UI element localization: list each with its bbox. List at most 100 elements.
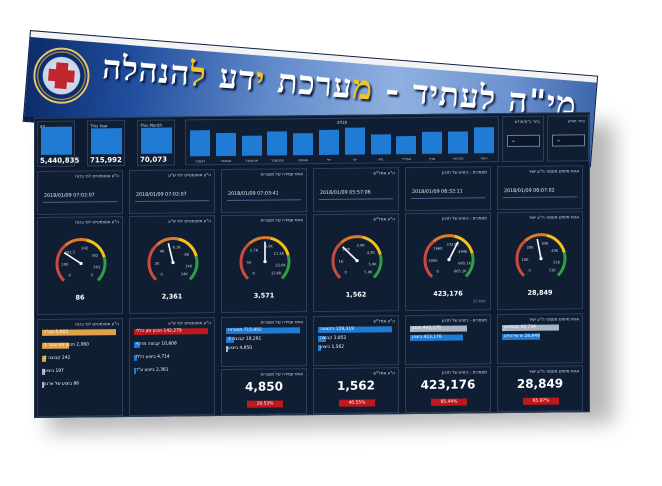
breakdown-text: 443,376 תכנון [412,325,441,332]
gauge-arc [86,238,106,258]
kpi-bar [91,128,122,155]
panel-title: אחוז עמידה של מסגרות [260,217,303,223]
total-value: 1,562 [337,378,375,393]
breakdown-row[interactable]: 2,060 תכנון זמן עבור 1 [42,342,118,351]
month-label: יולי [326,157,332,162]
total-card[interactable]: מסמכים - ביצוע של תכנון 423,176 95.44% [405,366,491,414]
select-month[interactable]: בחר חודש ⌄ [547,115,589,162]
underline [503,196,577,199]
gauge-hub [355,259,359,263]
breakdown-row[interactable]: 3,852 קבוצה [318,335,394,344]
breakdown-text: 142,279 תכנון זמן כללי [136,328,182,334]
kpi-this-month[interactable]: This Month 70,073 [137,119,175,166]
total-card[interactable]: ה"ע אמל"ש 1,562 40.55% [313,367,399,415]
breakdown-text: 2,361 ביצוע ע"ד [136,367,169,373]
gauge-arc [524,233,547,242]
panel-title: אחוז מימוש מסמכי ה"ע ישיר [528,168,579,174]
gauge-arc [454,234,474,254]
gauge-arc [147,243,159,281]
month-bar[interactable] [215,133,236,157]
kpi-this-year[interactable]: This Year 715,992 [87,120,125,167]
total-card[interactable]: אחוז עמידה של מסגרות 4,850 28.53% [221,368,307,416]
title-part: דע [205,55,258,99]
breakdown-panel: ה"ע אוטומטיים לפי ש"ע 142,279 תכנון זמן כ… [129,317,215,417]
gauge-panel[interactable]: מסמכים - ביצוע של תכנון 0 100K 166K 332.8K 49… [405,212,491,312]
breakdown-row[interactable]: 423,176 ביצוע [410,334,486,343]
gauge-panel[interactable]: אחוז עמידה של מסגרות 0 5K 5.7K 8.5K 11.2K 22.6… [221,214,307,314]
gauge-arc [248,236,271,245]
gauge-arc [556,252,567,277]
gauge-tick-label: 181.5 [65,250,75,254]
logo-cross-h [47,68,75,83]
breakdown-row[interactable]: 129,319 הקצאה [318,326,394,335]
breakdown-text: 28,849 ש שירותים [504,333,540,340]
month-bar[interactable] [396,135,417,155]
gauge-arc [239,242,251,280]
select-label: בחר ב"מ/חודש [514,118,540,124]
kpi-value: 5,440,835 [40,156,80,165]
breakdown-text: 10,808 קבוצה מרכזי [136,341,177,347]
breakdown-row[interactable]: 86 ביצוע של ארגון [42,381,118,390]
breakdown-row[interactable]: 4,714 ביצוע כללי [134,354,210,363]
select-division[interactable]: בחר ב"מ/חודש ⌄ [502,115,544,163]
breakdown-text: 43,734 מסמכים [504,324,536,331]
month-label: מאי [377,157,384,162]
gauge-panel[interactable]: ה"ע אוטומטיים לפי ש"ע 0 2K 4K 6.1K 8K 14K 14K 2,… [129,215,215,315]
gauge-arc [340,235,363,244]
breakdown-row[interactable]: 197 ביצוע [42,368,118,377]
month-label: אוקטובר [245,158,258,163]
month-bar[interactable] [319,130,339,156]
month-bar[interactable] [241,135,262,156]
month-bar[interactable] [344,127,365,155]
gauge-tick-label: 1K [339,260,344,264]
month-label: אוגוסט [298,158,309,163]
gauge-panel[interactable]: ה"ע אוטומטיים לפי בכוח 0 100 181.5 242 302 343… [37,216,123,315]
underline [319,198,393,201]
month-bar[interactable] [448,131,468,154]
breakdown-text: 242 קבוצה 2 [44,355,71,361]
breakdown-row[interactable]: 18,281 קבוצה 2 [226,336,302,345]
breakdown-row[interactable]: 142,279 תכנון זמן כללי [134,328,210,337]
breakdown-row[interactable]: 28,849 ש שירותים [502,333,578,342]
total-card[interactable]: אחוז מימוש מסמכי ה"ע ישיר 28,849 65.97% [497,365,583,413]
gauge-tick-label: 10K [522,258,530,262]
breakdown-text: 5,683 סה"כ [44,329,69,335]
gauge-tick-label: 0 [437,270,440,274]
month-bar[interactable] [267,131,288,156]
breakdown-row[interactable]: 4,850 ביצוע [226,345,302,354]
breakdown-row[interactable]: 715,992 מסגרות [226,327,302,336]
gauge-tick-label: 51K [553,260,561,264]
gauge-tick-label: 100K [428,259,438,263]
gauge-tick-label: 665.1K [458,261,471,265]
breakdown-text: 197 ביצוע [44,368,64,374]
gauge-tick-label: 499K [458,250,468,254]
breakdown-row[interactable]: 43,734 מסמכים [502,324,578,333]
breakdown-row[interactable]: 242 קבוצה 2 [42,355,118,364]
breakdown-row[interactable]: 2,361 ביצוע ע"ד [134,367,210,376]
breakdown-row[interactable]: 443,376 תכנון [410,325,486,334]
month-bar[interactable] [370,134,391,155]
gauge-tick-label: 665.1K [454,269,467,273]
breakdown-row[interactable]: 10,808 קבוצה מרכזי [134,341,210,350]
breakdown-panel: אחוז עמידה של מסגרות 715,992 מסגרות 18,281… [221,316,307,368]
gauge-tick-label: 302 [91,254,98,258]
select-dropdown[interactable]: ⌄ [507,134,540,148]
gauge-tick-label: 8.5K [265,244,274,248]
gauge-tick-label: 0 [91,273,94,277]
gauge-panel[interactable]: ה"ע אמל"ש01K1.7K2.9K4.2K5.9K5.9K1,562 [313,213,399,313]
gauge-arc [270,236,290,256]
month-bar[interactable] [473,126,494,154]
gauge-arc [331,241,343,279]
month-bar[interactable] [293,132,314,156]
select-dropdown[interactable]: ⌄ [552,134,585,147]
breakdown-row[interactable]: 1,562 ביצוע [318,344,394,353]
breakdown-panel: ה"ע אמל"ש 129,319 הקצאה 3,852 קבוצה 1,562 ב… [313,315,399,367]
breakdown-row[interactable]: 5,683 סה"כ [42,329,118,338]
month-bar[interactable] [422,132,443,154]
gauge-panel[interactable]: אחוז מימוש מסמכי ה"ע ישיר 0 10K 20K 30K 40K 51… [497,211,583,311]
select-label: בחר חודש [567,118,585,124]
month-bar[interactable] [190,130,210,157]
kpi-all[interactable]: All5,440,835 [37,120,79,167]
